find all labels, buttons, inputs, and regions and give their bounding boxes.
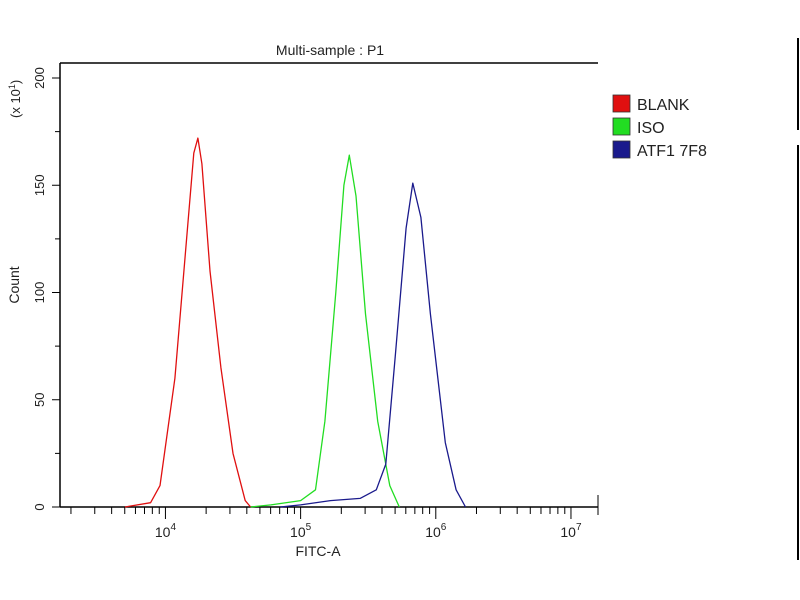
legend-label: BLANK: [637, 97, 690, 114]
x-tick-label: 106: [425, 522, 447, 540]
legend-label: ATF1 7F8: [637, 143, 707, 160]
y-multiplier: (x 101): [7, 80, 23, 118]
y-tick-label: 150: [32, 174, 47, 196]
x-tick-label: 107: [560, 522, 582, 540]
chart-title: Multi-sample : P1: [276, 42, 384, 58]
y-tick-label: 200: [32, 67, 47, 89]
x-tick-label: 104: [155, 522, 177, 540]
series-line-blank: [124, 137, 252, 508]
legend-label: ISO: [637, 120, 665, 137]
y-axis-label: Count: [6, 266, 22, 303]
legend-swatch: [612, 140, 631, 159]
legend-swatch: [612, 117, 631, 136]
series-line-atf1-7f8: [280, 182, 467, 508]
series-line-iso: [250, 154, 400, 508]
y-tick-label: 0: [32, 503, 47, 510]
legend-swatch: [612, 94, 631, 113]
y-tick-label: 50: [32, 393, 47, 407]
y-tick-label: 100: [32, 282, 47, 304]
x-tick-label: 105: [290, 522, 312, 540]
x-axis-label: FITC-A: [295, 543, 341, 559]
